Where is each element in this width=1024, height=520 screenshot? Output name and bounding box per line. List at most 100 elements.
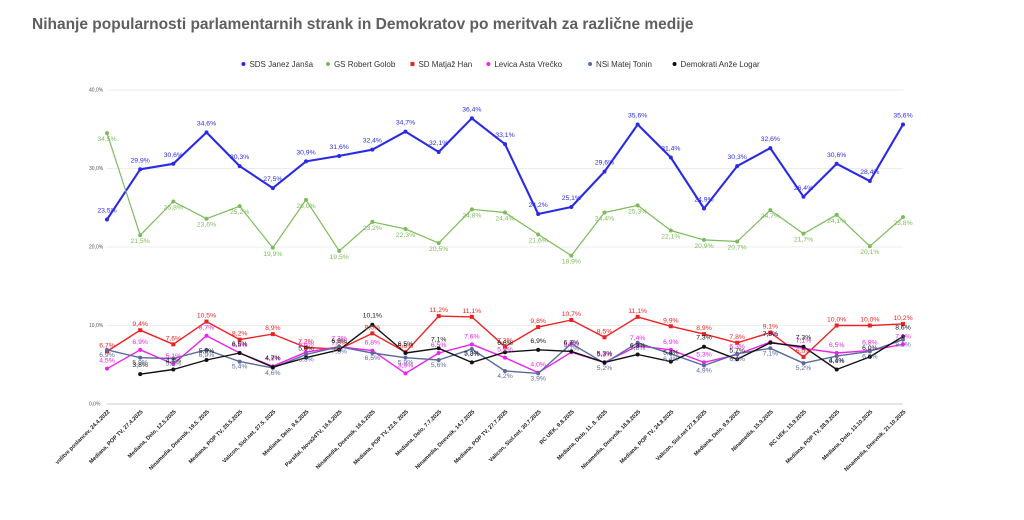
data-point — [337, 153, 342, 158]
data-label: 10,0% — [860, 317, 879, 324]
data-point — [536, 347, 541, 352]
data-point — [702, 360, 706, 365]
data-point — [635, 340, 640, 345]
data-label: 7,8% — [729, 334, 745, 341]
data-point — [171, 161, 176, 166]
data-label: 6,3% — [298, 357, 314, 364]
data-point — [237, 337, 242, 342]
data-point — [337, 248, 342, 253]
data-label: 8,9% — [696, 325, 712, 332]
data-point — [469, 207, 474, 212]
data-label: 7,8% — [630, 345, 646, 352]
legend-label: SD Matjaž Han — [418, 60, 472, 69]
x-tick-label: Parsifal, Nova24TV, 16.6.2025 — [284, 409, 343, 468]
data-point — [436, 150, 441, 155]
data-label: 9,9% — [663, 317, 679, 324]
x-tick-label: Ninamedia, Dnevnik, 19.5. 2025 — [148, 409, 211, 472]
data-point — [834, 323, 839, 328]
data-label: 6,7% — [564, 339, 580, 346]
data-point — [768, 346, 773, 351]
data-label: 5,8% — [166, 360, 182, 367]
data-point — [867, 349, 872, 354]
data-point — [503, 369, 507, 374]
data-label: 6,9% — [331, 338, 347, 345]
legend-label: Levica Asta Vrečko — [494, 60, 562, 69]
x-tick-label: Mediana, POP TV, 22.6. 2025 — [353, 409, 410, 466]
x-tick-label: volitve poslancev, 24.4.2022 — [55, 409, 112, 466]
legend-label: Demokrati Anže Logar — [681, 60, 760, 69]
data-label: 9,8% — [530, 318, 546, 325]
data-point — [702, 206, 706, 211]
data-point — [668, 347, 673, 352]
y-axis-ticks: 0,0% 10,0% 20,0% 30,0% 40,0% — [89, 88, 104, 408]
data-point — [204, 358, 209, 363]
data-point — [171, 367, 176, 372]
data-label: 23,8% — [893, 220, 912, 227]
data-label: 31,6% — [330, 144, 349, 151]
data-point — [270, 186, 275, 191]
data-label: 6,3% — [729, 344, 745, 351]
x-tick-label: Mediana, POP TV, 24.8.2025 — [619, 409, 675, 465]
data-label: 21,6% — [529, 237, 548, 244]
data-label: 7,3% — [497, 338, 513, 345]
legend-marker — [588, 62, 593, 66]
legend-marker — [672, 62, 677, 66]
data-label: 5,3% — [696, 351, 712, 358]
data-label: 32,4% — [363, 138, 382, 145]
data-point — [602, 210, 607, 215]
data-label: 5,4% — [232, 364, 248, 371]
data-label: 30,3% — [230, 154, 249, 161]
data-label: 30,6% — [827, 152, 846, 159]
data-label: 8,7% — [199, 325, 215, 332]
data-label: 4,2% — [497, 373, 513, 380]
legend-marker — [486, 62, 491, 66]
data-label: 27,5% — [263, 176, 282, 183]
data-label: 24,1% — [827, 218, 846, 225]
x-tick-label: RC UEK, 9.8.2025 — [539, 409, 576, 446]
data-label: 29,9% — [131, 157, 150, 164]
data-point — [635, 352, 640, 357]
data-label: 7,8% — [763, 331, 779, 338]
data-point — [768, 208, 773, 213]
data-point — [635, 122, 640, 127]
data-label: 5,3% — [597, 351, 613, 358]
data-label: 6,4% — [663, 356, 679, 363]
y-tick-label: 30,0% — [89, 166, 104, 172]
legend-label: SDS Janez Janša — [249, 60, 313, 69]
data-point — [569, 253, 574, 258]
data-label: 5,1% — [166, 353, 182, 360]
data-point — [370, 350, 375, 355]
data-label: 7,9% — [763, 331, 779, 338]
data-label: 28,4% — [860, 169, 879, 176]
x-tick-label: Ninamedia, Dnevnik, 18.8.2025 — [580, 409, 642, 471]
data-point — [237, 164, 242, 169]
data-label: 7,6% — [464, 333, 480, 340]
data-point — [204, 216, 209, 221]
data-label: 7,0% — [331, 340, 347, 347]
data-point — [138, 347, 143, 352]
data-label: 6,5% — [232, 342, 248, 349]
data-point — [702, 344, 706, 349]
data-label: 7,4% — [630, 335, 646, 342]
data-point — [801, 344, 806, 349]
data-label: 21,5% — [131, 238, 150, 245]
data-label: 6,0% — [796, 348, 812, 355]
data-point — [138, 167, 143, 172]
y-tick-label: 40,0% — [89, 88, 104, 94]
data-point — [735, 357, 740, 362]
data-label: 4,9% — [696, 368, 712, 375]
data-point — [834, 354, 839, 359]
data-point — [668, 155, 673, 160]
data-label: 24,7% — [761, 213, 780, 220]
legend-marker — [410, 62, 415, 66]
legend-marker — [325, 62, 330, 66]
data-point — [171, 342, 176, 347]
data-point — [867, 323, 872, 328]
series-lines — [106, 117, 904, 375]
data-label: 30,9% — [296, 149, 315, 156]
data-label: 4,8% — [265, 355, 281, 362]
data-label: 20,9% — [694, 243, 713, 250]
data-point — [138, 372, 143, 377]
x-tick-label: Ninamedia, Dnevnik, 21.10.2025 — [844, 409, 908, 473]
series-line — [140, 324, 904, 375]
